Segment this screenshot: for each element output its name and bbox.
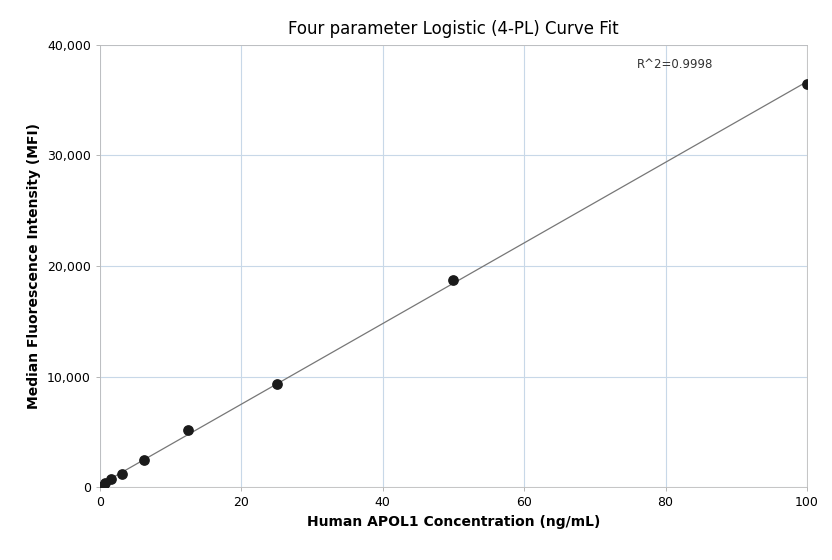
X-axis label: Human APOL1 Concentration (ng/mL): Human APOL1 Concentration (ng/mL) (307, 515, 600, 529)
Point (270, 380, 283, 389)
Point (96, 482, 109, 491)
Point (181, 425, 195, 434)
Point (800, 79, 814, 88)
Point (116, 469, 129, 478)
Point (104, 474, 117, 483)
Title: Four parameter Logistic (4-PL) Curve Fit: Four parameter Logistic (4-PL) Curve Fit (288, 20, 619, 38)
Text: R^2=0.9998: R^2=0.9998 (637, 58, 714, 71)
Point (99, 478, 112, 487)
Point (447, 276, 460, 285)
Y-axis label: Median Fluorescence Intensity (MFI): Median Fluorescence Intensity (MFI) (27, 123, 42, 409)
Point (137, 455, 151, 464)
